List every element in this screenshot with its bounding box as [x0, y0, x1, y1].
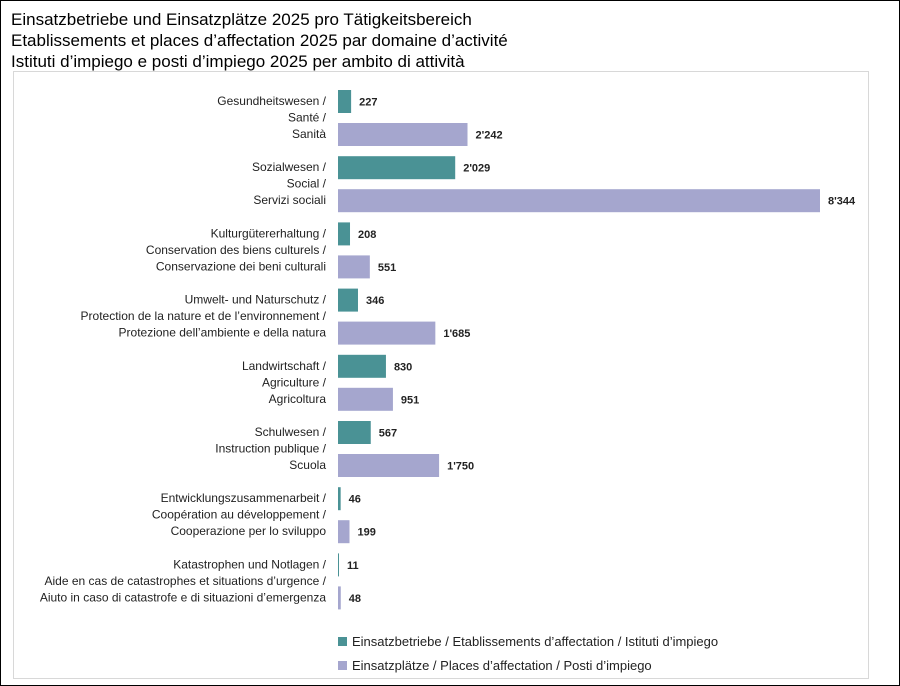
category-label: Sozialwesen /: [252, 160, 327, 174]
value-label-plaetze: 1'750: [447, 461, 474, 473]
legend-label-betriebe: Einsatzbetriebe / Etablissements d’affec…: [352, 633, 719, 649]
category-label: Instruction publique /: [215, 442, 326, 456]
category-label: Katastrophen und Notlagen /: [173, 557, 326, 571]
bar-plaetze: [338, 321, 436, 345]
value-label-plaetze: 199: [357, 527, 375, 539]
bar-betriebe: [338, 354, 386, 378]
legend-swatch-plaetze: [338, 660, 347, 670]
value-label-betriebe: 830: [394, 361, 412, 373]
category-label: Santé /: [288, 111, 327, 125]
value-label-plaetze: 48: [349, 593, 361, 605]
value-label-betriebe: 2'029: [463, 163, 490, 175]
legend-swatch-betriebe: [338, 636, 347, 646]
bar-betriebe: [338, 156, 456, 180]
category-label: Schulwesen /: [255, 425, 327, 439]
category-label: Entwicklungszusammenarbeit /: [161, 491, 327, 505]
bar-plaetze: [338, 454, 440, 477]
legend: Einsatzbetriebe / Etablissements d’affec…: [338, 629, 718, 677]
category-label: Landwirtschaft /: [242, 359, 327, 373]
bar-betriebe: [338, 90, 352, 113]
chart-title-de: Einsatzbetriebe und Einsatzplätze 2025 p…: [11, 10, 472, 29]
category-label: Umwelt- und Naturschutz /: [185, 293, 327, 307]
category-label: Aide en cas de catastrophes et situation…: [44, 574, 326, 588]
value-label-plaetze: 2'242: [476, 130, 503, 142]
category-label: Cooperazione per lo sviluppo: [171, 524, 327, 538]
category-label: Agricoltura: [269, 392, 327, 406]
legend-label-plaetze: Einsatzplätze / Places d’affectation / P…: [352, 657, 652, 673]
bar-plaetze: [338, 586, 341, 610]
bar-plaetze: [338, 520, 350, 544]
chart-title-it: Istituti d’impiego e posti d’impiego 202…: [11, 52, 465, 71]
bar-plaetze: [338, 123, 468, 146]
value-label-betriebe: 567: [379, 428, 397, 440]
category-label: Social /: [287, 177, 327, 191]
category-label: Scuola: [289, 458, 326, 472]
value-label-betriebe: 346: [366, 295, 384, 307]
category-label: Servizi sociali: [253, 193, 326, 207]
category-label: Sanità: [292, 127, 326, 141]
bar-plaetze: [338, 387, 393, 411]
value-label-plaetze: 8'344: [828, 196, 856, 208]
category-label: Protezione dell’ambiente e della natura: [119, 326, 327, 340]
category-label: Agriculture /: [262, 375, 327, 389]
bar-betriebe: [338, 487, 341, 511]
category-label: Aiuto in caso di catastrofe e di situazi…: [40, 590, 326, 604]
legend-item-plaetze: Einsatzplätze / Places d’affectation / P…: [338, 653, 718, 677]
legend-item-betriebe: Einsatzbetriebe / Etablissements d’affec…: [338, 629, 718, 653]
chart-title-fr: Etablissements et places d’affectation 2…: [11, 31, 508, 50]
category-label: Coopération au développement /: [152, 508, 327, 522]
value-label-betriebe: 11: [347, 560, 359, 572]
category-label: Protection de la nature et de l’environn…: [81, 309, 327, 323]
value-label-plaetze: 951: [401, 394, 419, 406]
value-label-plaetze: 1'685: [443, 328, 470, 340]
category-label: Conservation des biens culturels /: [146, 243, 327, 257]
value-label-betriebe: 227: [359, 97, 377, 109]
bar-betriebe: [338, 553, 339, 577]
value-label-plaetze: 551: [378, 262, 396, 274]
category-label: Conservazione dei beni culturali: [156, 259, 326, 273]
category-label: Kulturgütererhaltung /: [211, 226, 327, 240]
bar-plaetze: [338, 255, 370, 279]
chart-title-block: Einsatzbetriebe und Einsatzplätze 2025 p…: [11, 9, 508, 72]
value-label-betriebe: 46: [349, 494, 361, 506]
bar-betriebe: [338, 222, 351, 246]
bar-plaetze: [338, 189, 820, 213]
category-label: Gesundheitswesen /: [217, 94, 326, 108]
bar-betriebe: [338, 421, 371, 444]
bar-betriebe: [338, 288, 358, 312]
value-label-betriebe: 208: [358, 229, 376, 241]
